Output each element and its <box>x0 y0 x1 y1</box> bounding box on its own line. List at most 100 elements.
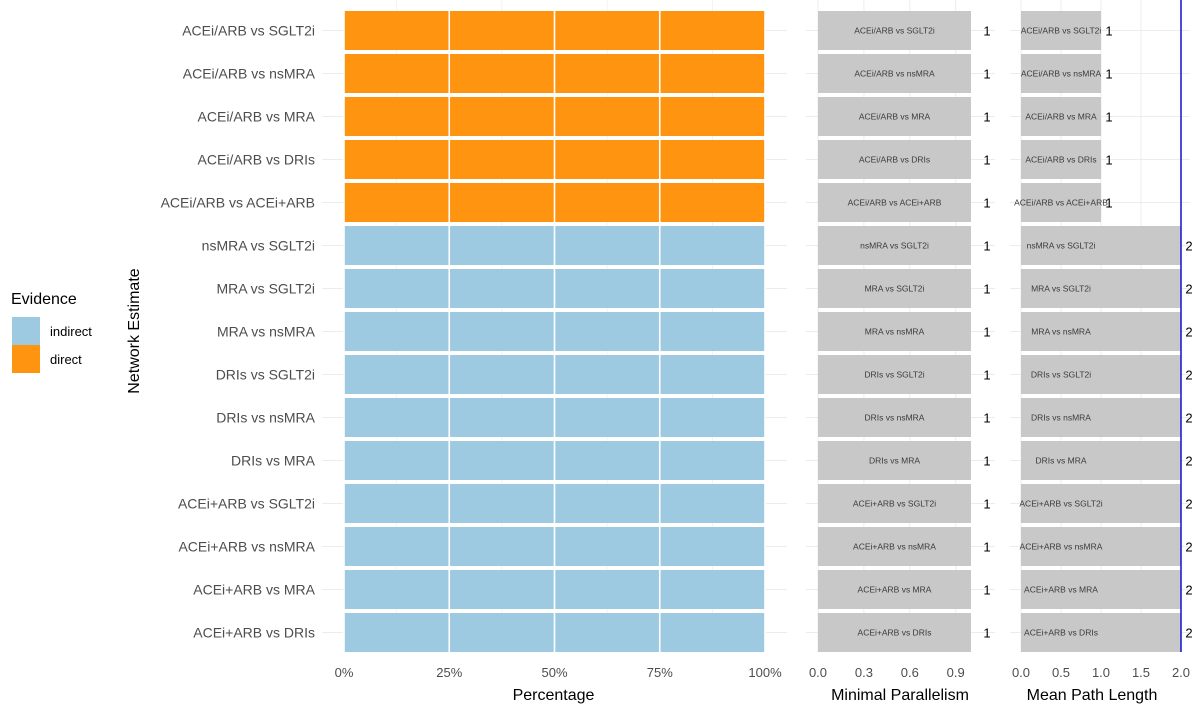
bar-inner-label: ACEi/ARB vs ACEi+ARB <box>848 198 942 208</box>
bar-value-label: 1 <box>1105 67 1112 82</box>
x-axis-title-panel2: Minimal Parallelism <box>831 687 969 704</box>
bar-value-label: 2 <box>1185 540 1192 555</box>
bar-inner-label: ACEi/ARB vs SGLT2i <box>1021 26 1102 36</box>
bar-value-label: 1 <box>983 540 990 555</box>
x-tick-label: 50% <box>541 665 567 680</box>
bar-value-label: 1 <box>983 497 990 512</box>
bar-inner-label: DRIs vs SGLT2i <box>864 370 924 380</box>
bar-value-label: 1 <box>983 196 990 211</box>
x-tick-label: 100% <box>748 665 782 680</box>
y-tick-label: ACEi/ARB vs MRA <box>198 109 316 125</box>
bar-parallelism <box>818 398 971 437</box>
bar-path-length <box>1021 570 1181 609</box>
bar-parallelism <box>818 441 971 480</box>
bar-path-length <box>1021 54 1101 93</box>
bar-inner-label: MRA vs nsMRA <box>865 327 925 337</box>
bar-inner-label: DRIs vs MRA <box>869 456 920 466</box>
y-tick-label: DRIs vs SGLT2i <box>216 367 315 383</box>
bar-value-label: 1 <box>983 153 990 168</box>
bar-inner-label: ACEi/ARB vs DRIs <box>1025 155 1096 165</box>
bar-path-length <box>1021 613 1181 652</box>
bar-inner-label: ACEi/ARB vs DRIs <box>859 155 930 165</box>
bar-value-label: 2 <box>1185 411 1192 426</box>
bar-inner-label: DRIs vs nsMRA <box>865 413 925 423</box>
bar-parallelism <box>818 97 971 136</box>
bar-parallelism <box>818 140 971 179</box>
x-tick-label-panel2: 0.9 <box>947 665 965 680</box>
bar-inner-label: DRIs vs nsMRA <box>1031 413 1091 423</box>
y-tick-label: nsMRA vs SGLT2i <box>202 238 315 254</box>
legend-swatch-indirect <box>12 317 40 345</box>
bar-parallelism <box>818 269 971 308</box>
x-tick-label-panel2: 0.3 <box>855 665 873 680</box>
bar-inner-label: ACEi+ARB vs SGLT2i <box>853 499 936 509</box>
bar-value-label: 2 <box>1185 282 1192 297</box>
x-tick-label-panel3: 0.0 <box>1012 665 1030 680</box>
bar-inner-label: ACEi+ARB vs nsMRA <box>853 542 936 552</box>
bar-inner-label: ACEi/ARB vs MRA <box>859 112 931 122</box>
bar-path-length <box>1021 484 1181 523</box>
x-tick-label-panel3: 1.0 <box>1092 665 1110 680</box>
bar-inner-label: nsMRA vs SGLT2i <box>860 241 929 251</box>
bar-parallelism <box>818 226 971 265</box>
bar-parallelism <box>818 183 971 222</box>
bar-inner-label: nsMRA vs SGLT2i <box>1027 241 1096 251</box>
bar-inner-label: ACEi+ARB vs nsMRA <box>1020 542 1103 552</box>
legend-title: Evidence <box>11 291 77 308</box>
legend-swatch-direct <box>12 345 40 373</box>
y-tick-label: DRIs vs MRA <box>231 453 316 469</box>
bar-value-label: 2 <box>1185 239 1192 254</box>
y-tick-label: DRIs vs nsMRA <box>216 410 315 426</box>
bar-inner-label: ACEi+ARB vs SGLT2i <box>1019 499 1102 509</box>
bar-value-label: 1 <box>983 282 990 297</box>
bar-inner-label: MRA vs SGLT2i <box>1031 284 1091 294</box>
x-axis-title-panel3: Mean Path Length <box>1027 687 1158 704</box>
y-tick-label: MRA vs nsMRA <box>217 324 316 340</box>
y-axis-title: Network Estimate <box>126 268 143 393</box>
bar-path-length <box>1021 226 1181 265</box>
y-tick-label: ACEi+ARB vs nsMRA <box>178 539 315 555</box>
bar-parallelism <box>818 570 971 609</box>
x-tick-label-panel2: 0.0 <box>809 665 827 680</box>
bar-value-label: 1 <box>983 110 990 125</box>
y-tick-label: ACEi/ARB vs DRIs <box>198 152 315 168</box>
bar-path-length <box>1021 97 1101 136</box>
y-tick-label: ACEi/ARB vs SGLT2i <box>182 23 315 39</box>
bar-value-label: 1 <box>1105 153 1112 168</box>
x-tick-label-panel3: 1.5 <box>1132 665 1150 680</box>
bar-path-length <box>1021 183 1101 222</box>
bar-inner-label: DRIs vs SGLT2i <box>1031 370 1091 380</box>
bar-path-length <box>1021 312 1181 351</box>
bar-value-label: 1 <box>1105 196 1112 211</box>
bar-value-label: 1 <box>1105 24 1112 39</box>
x-tick-label: 75% <box>647 665 673 680</box>
y-tick-label: ACEi+ARB vs SGLT2i <box>178 496 315 512</box>
bar-path-length <box>1021 398 1181 437</box>
bar-value-label: 1 <box>983 454 990 469</box>
bar-parallelism <box>818 355 971 394</box>
bar-path-length <box>1021 441 1181 480</box>
bar-value-label: 1 <box>983 626 990 641</box>
y-tick-label: ACEi/ARB vs ACEi+ARB <box>161 195 315 211</box>
bar-inner-label: ACEi/ARB vs nsMRA <box>1021 69 1102 79</box>
bar-parallelism <box>818 54 971 93</box>
x-tick-label: 0% <box>335 665 354 680</box>
y-tick-label: ACEi+ARB vs DRIs <box>193 625 315 641</box>
bar-value-label: 2 <box>1185 325 1192 340</box>
bar-parallelism <box>818 484 971 523</box>
bar-parallelism <box>818 613 971 652</box>
bar-inner-label: ACEi+ARB vs DRIs <box>1024 628 1098 638</box>
x-axis-title: Percentage <box>513 687 595 704</box>
bar-path-length <box>1021 11 1101 50</box>
bar-inner-label: ACEi/ARB vs ACEi+ARB <box>1014 198 1108 208</box>
bar-inner-label: ACEi/ARB vs MRA <box>1025 112 1097 122</box>
y-tick-label: ACEi/ARB vs nsMRA <box>183 66 316 82</box>
x-tick-label-panel3: 0.5 <box>1052 665 1070 680</box>
bar-value-label: 2 <box>1185 583 1192 598</box>
bar-inner-label: ACEi+ARB vs DRIs <box>858 628 932 638</box>
bar-value-label: 1 <box>1105 110 1112 125</box>
bar-value-label: 1 <box>983 67 990 82</box>
bar-inner-label: ACEi+ARB vs MRA <box>858 585 932 595</box>
